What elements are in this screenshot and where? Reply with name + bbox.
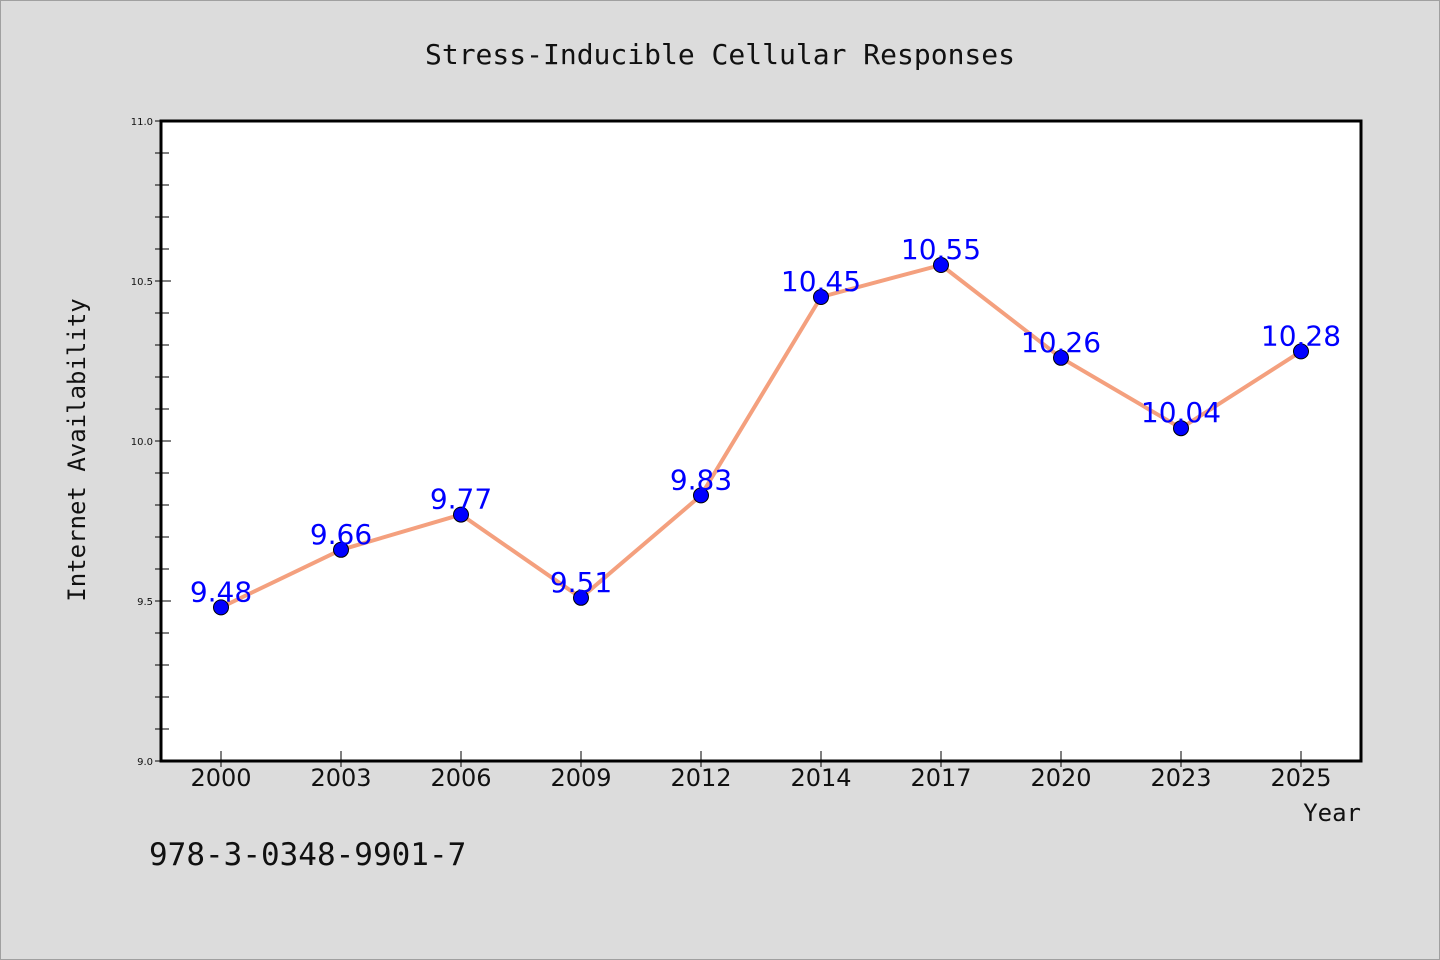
data-label: 10.28 — [1261, 319, 1341, 352]
x-axis: 2000 2003 2006 2009 2012 2014 2017 2020 2023 2025 — [190, 751, 1332, 792]
data-label: 10.45 — [781, 265, 861, 298]
x-tick-label: 2012 — [670, 764, 731, 792]
data-label: 9.83 — [670, 463, 732, 496]
x-tick-label: 2014 — [790, 764, 851, 792]
isbn-text: 978-3-0348-9901-7 — [149, 837, 466, 873]
data-point — [573, 589, 589, 606]
series: 9.48 9.66 9.77 9.51 9.83 10.45 10.55 10.26 10.04… — [190, 233, 1341, 616]
data-point — [1173, 420, 1189, 437]
y-axis-label: Internet Availability — [63, 298, 91, 601]
x-tick-label: 2023 — [1150, 764, 1211, 792]
data-point — [1293, 343, 1309, 360]
data-label: 10.55 — [901, 233, 981, 266]
plot-area — [159, 119, 1363, 763]
y-tick-label: 9.5 — [137, 597, 153, 608]
x-tick-label: 2006 — [430, 764, 491, 792]
data-point — [693, 487, 709, 504]
data-label: 9.66 — [310, 518, 372, 551]
x-tick-label: 2020 — [1030, 764, 1091, 792]
data-label: 9.77 — [430, 483, 492, 516]
x-tick-label: 2000 — [190, 764, 251, 792]
y-tick-label: 11.0 — [131, 117, 153, 128]
data-label: 9.51 — [550, 566, 612, 599]
y-tick-label: 10.5 — [131, 277, 153, 288]
data-point — [213, 599, 229, 616]
x-tick-label: 2017 — [910, 764, 971, 792]
x-tick-label: 2009 — [550, 764, 611, 792]
data-point — [333, 541, 349, 558]
data-point — [1053, 349, 1069, 366]
x-tick-label: 2003 — [310, 764, 371, 792]
y-tick-label: 9.0 — [137, 757, 153, 768]
x-tick-label: 2025 — [1270, 764, 1331, 792]
y-axis: 9.0 9.5 10.0 10.5 11.0 — [131, 117, 171, 768]
chart-title: Stress-Inducible Cellular Responses — [425, 38, 1015, 71]
data-label: 10.04 — [1141, 396, 1221, 429]
data-label: 9.48 — [190, 575, 252, 608]
data-point — [813, 289, 829, 305]
y-tick-label: 10.0 — [131, 437, 153, 448]
data-point — [453, 506, 469, 523]
data-point — [933, 257, 949, 273]
series-line — [220, 263, 1303, 610]
x-axis-label: Year — [1303, 799, 1361, 827]
data-label: 10.26 — [1021, 326, 1101, 359]
